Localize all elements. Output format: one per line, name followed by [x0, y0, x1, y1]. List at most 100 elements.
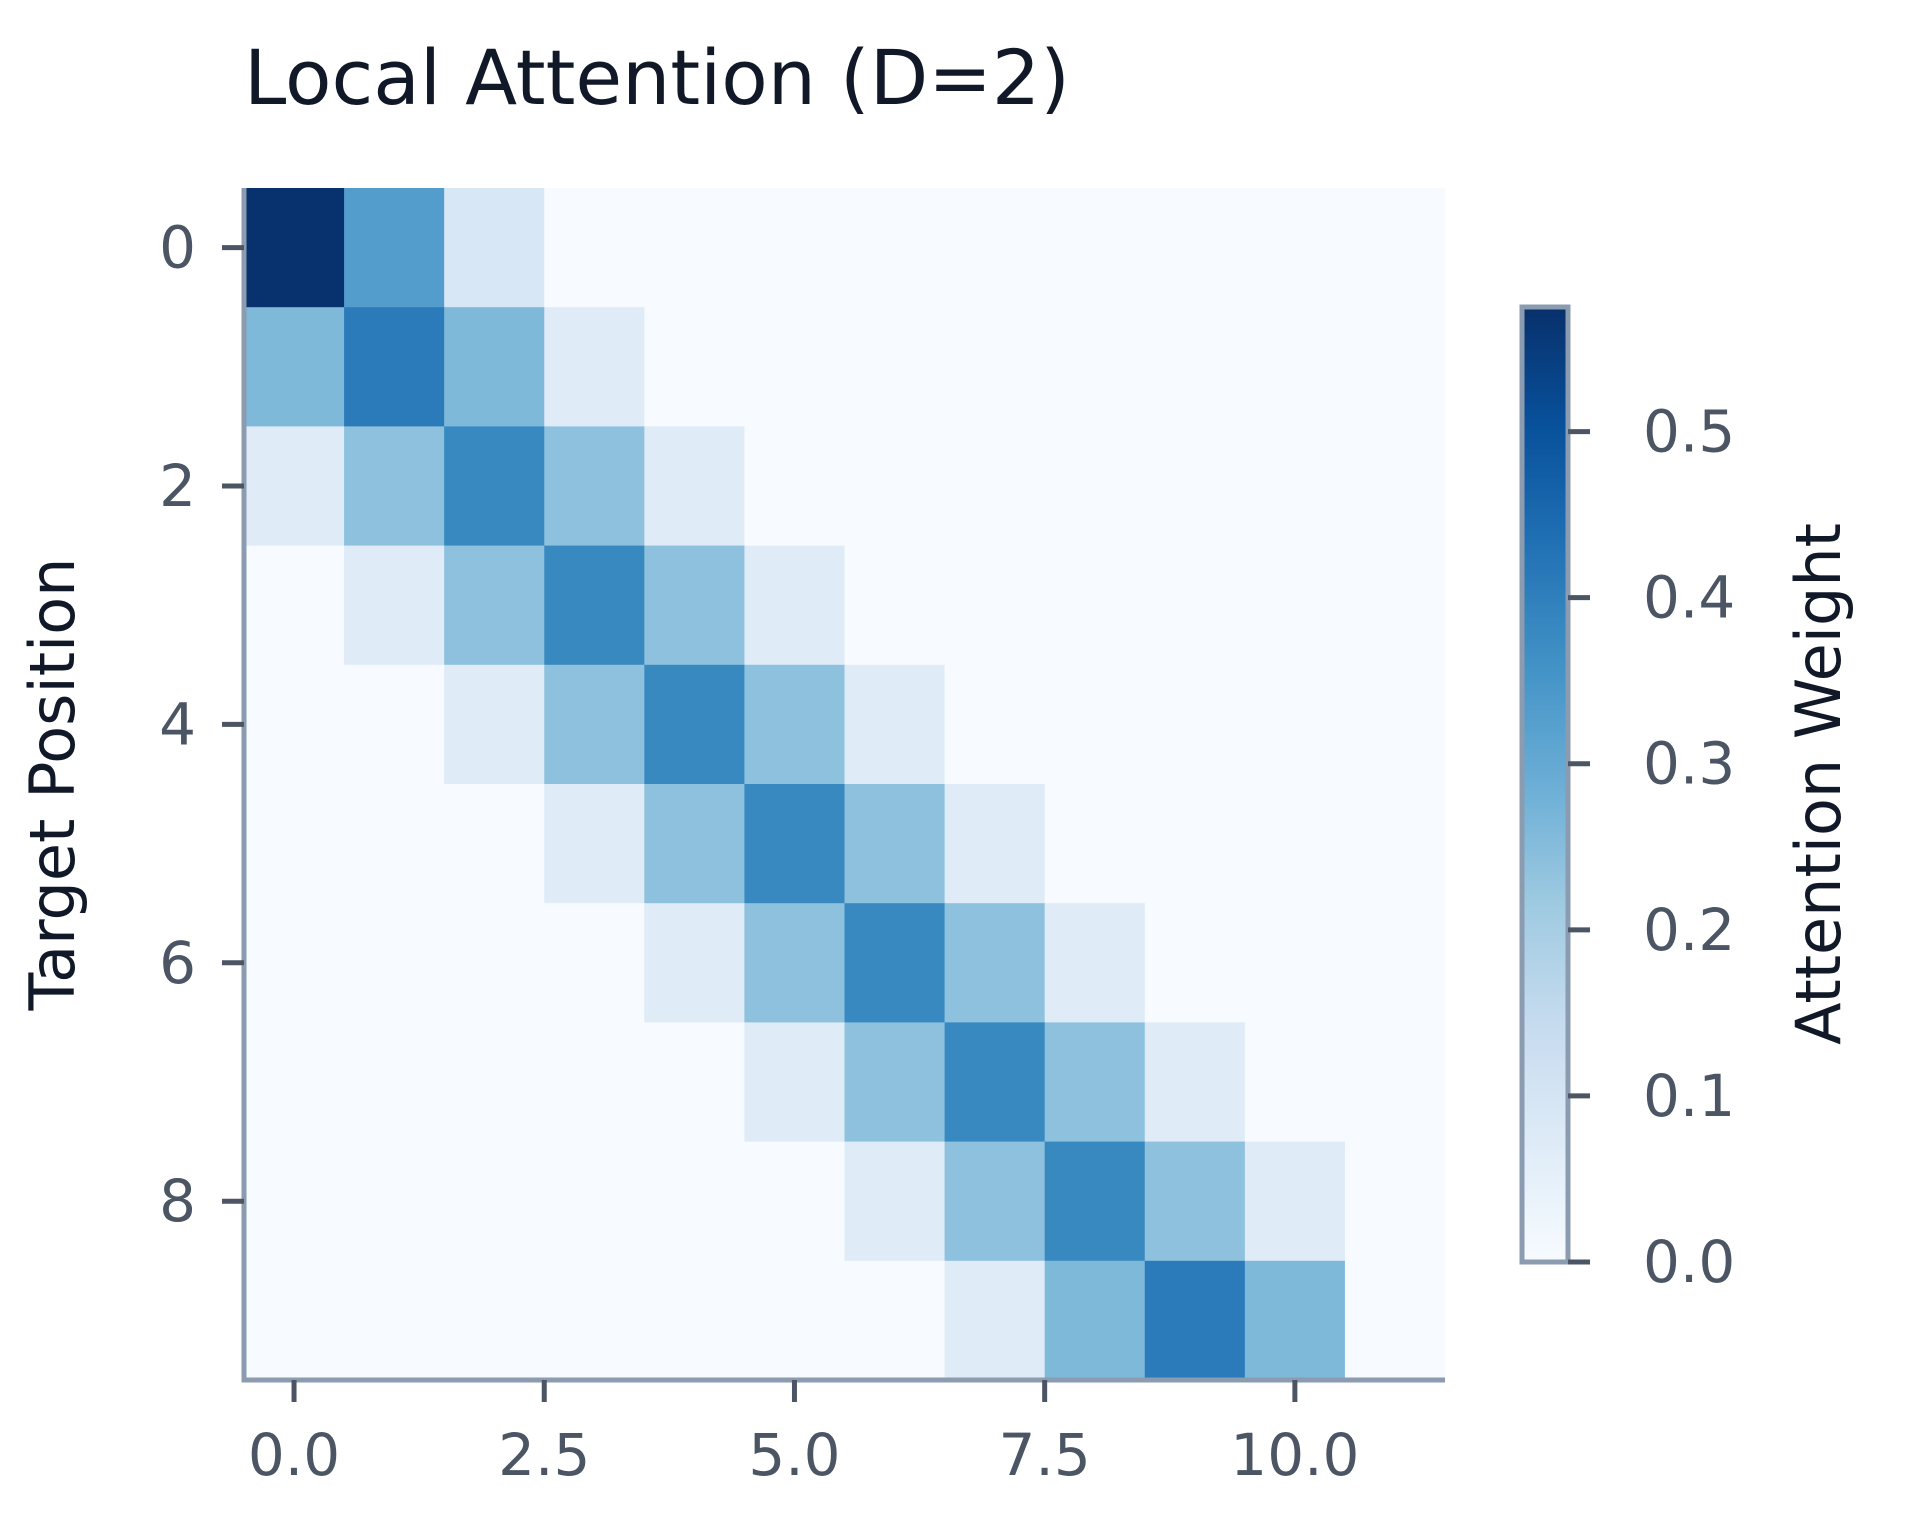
heatmap-cell [644, 307, 746, 427]
heatmap-cell [444, 545, 545, 666]
heatmap-cell [244, 426, 345, 547]
x-axis: 0.0 2.5 5.0 7.5 10.0 [248, 1380, 1359, 1489]
heatmap-cell [444, 188, 545, 308]
heatmap-cell [544, 1022, 645, 1143]
heatmap-cell [1144, 545, 1246, 666]
heatmap-cell [1244, 1022, 1346, 1143]
heatmap-cell [444, 307, 545, 427]
heatmap-cell [344, 664, 445, 785]
heatmap-cell [744, 1260, 846, 1381]
heatmap-cell [744, 307, 846, 427]
heatmap-cell [844, 426, 946, 547]
heatmap-cell [844, 664, 946, 785]
y-tick-label: 8 [159, 1167, 196, 1235]
heatmap-cell [1244, 426, 1346, 547]
heatmap-cell [1344, 784, 1446, 904]
colorbar-axis: 0.0 0.1 0.2 0.3 0.4 0.5 [1568, 398, 1735, 1296]
heatmap-cell [1244, 664, 1346, 785]
heatmap-cell [1044, 307, 1146, 427]
heatmap-cell [744, 784, 846, 904]
y-tick-label: 6 [159, 929, 196, 997]
heatmap-cell [944, 1022, 1046, 1143]
colorbar-tick-label: 0.1 [1643, 1062, 1735, 1130]
heatmap-cell [644, 1260, 746, 1381]
heatmap-cell [844, 545, 946, 666]
heatmap-cell [644, 1022, 746, 1143]
heatmap-cell [1144, 426, 1246, 547]
heatmap-cell [644, 903, 746, 1023]
heatmap-cell [1144, 903, 1246, 1023]
heatmap-cell [344, 307, 445, 427]
y-axis-label: Target Position [16, 558, 89, 1012]
heatmap-cell [844, 784, 946, 904]
heatmap-cell [444, 1260, 545, 1381]
heatmap-cell [344, 784, 445, 904]
heatmap-cell [644, 545, 746, 666]
colorbar-tick-label: 0.5 [1643, 398, 1735, 466]
colorbar [1519, 304, 1571, 1265]
heatmap-cell [1144, 307, 1246, 427]
heatmap-cell [344, 545, 445, 666]
heatmap-cell [244, 545, 345, 666]
heatmap-cells [244, 188, 1446, 1381]
heatmap-cell [1044, 426, 1146, 547]
heatmap-cell [544, 903, 645, 1023]
x-tick-label: 10.0 [1230, 1421, 1359, 1489]
heatmap-cell [444, 1022, 545, 1143]
heatmap-cell [444, 784, 545, 904]
heatmap-cell [944, 1260, 1046, 1381]
heatmap-cell [544, 188, 645, 308]
heatmap-cell [344, 188, 445, 308]
heatmap-cell [1244, 188, 1346, 308]
heatmap-cell [844, 1022, 946, 1143]
x-tick-label: 7.5 [999, 1421, 1091, 1489]
heatmap-cell [244, 1141, 345, 1262]
heatmap-cell [644, 188, 746, 308]
heatmap-cell [744, 1141, 846, 1262]
heatmap-cell [644, 1141, 746, 1262]
heatmap-cell [244, 784, 345, 904]
heatmap-cell [744, 426, 846, 547]
colorbar-tick-label: 0.0 [1643, 1228, 1735, 1296]
heatmap-cell [1344, 188, 1446, 308]
heatmap-cell [1044, 903, 1146, 1023]
heatmap-cell [444, 664, 545, 785]
heatmap-cell [944, 188, 1046, 308]
heatmap-cell [1144, 1260, 1246, 1381]
heatmap-cell [444, 1141, 545, 1262]
heatmap-cell [1144, 1141, 1246, 1262]
heatmap-cell [744, 188, 846, 308]
heatmap-cell [1244, 545, 1346, 666]
x-tick-label: 2.5 [498, 1421, 590, 1489]
heatmap-cell [844, 1260, 946, 1381]
heatmap-cell [444, 903, 545, 1023]
heatmap-cell [1244, 903, 1346, 1023]
colorbar-tick-label: 0.2 [1643, 896, 1735, 964]
heatmap-cell [1244, 1141, 1346, 1262]
heatmap-cell [544, 784, 645, 904]
heatmap-cell [344, 1141, 445, 1262]
heatmap-cell [1344, 307, 1446, 427]
colorbar-label: Attention Weight [1782, 523, 1855, 1045]
y-axis: 0 2 4 6 8 [159, 214, 244, 1235]
heatmap-cell [644, 426, 746, 547]
x-tick-label: 0.0 [248, 1421, 340, 1489]
heatmap-cell [744, 1022, 846, 1143]
y-tick-label: 0 [159, 214, 196, 282]
heatmap-cell [1044, 1141, 1146, 1262]
heatmap-cell [944, 307, 1046, 427]
y-tick-label: 4 [159, 690, 196, 758]
heatmap-cell [844, 307, 946, 427]
heatmap-cell [1144, 1022, 1246, 1143]
heatmap-cell [1344, 545, 1446, 666]
heatmap-cell [544, 1141, 645, 1262]
heatmap-cell [1144, 784, 1246, 904]
heatmap-cell [1344, 1141, 1446, 1262]
heatmap-cell [244, 664, 345, 785]
heatmap-cell [1344, 1260, 1446, 1381]
heatmap-cell [344, 903, 445, 1023]
heatmap-cell [444, 426, 545, 547]
heatmap-cell [1044, 188, 1146, 308]
heatmap-cell [944, 1141, 1046, 1262]
